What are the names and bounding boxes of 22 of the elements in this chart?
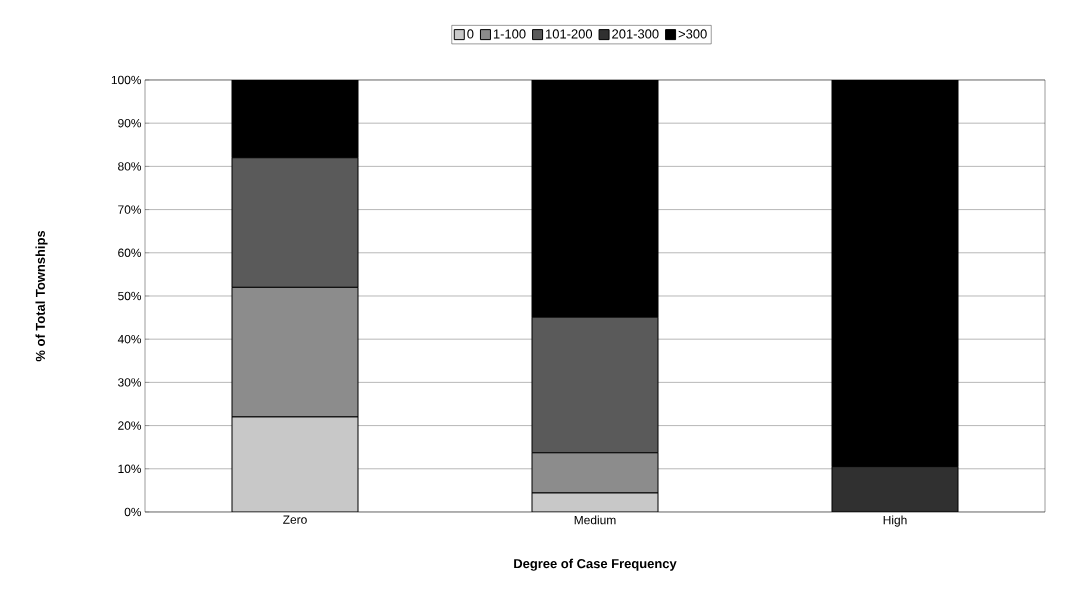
y-axis-title: % of Total Townships	[35, 230, 48, 362]
y-tick-label: 100%	[111, 75, 142, 85]
legend-label: 101-200	[546, 29, 593, 39]
y-tick-label: 20%	[118, 421, 142, 430]
y-tick-label: 60%	[118, 248, 142, 258]
y-tick-label: 30%	[118, 378, 142, 387]
y-tick-label: 50%	[118, 291, 142, 301]
x-tick-label: Medium	[574, 515, 616, 525]
y-tick-label: 80%	[118, 162, 142, 171]
legend-label: 201-300	[612, 29, 659, 39]
y-tick-label: 70%	[118, 205, 142, 214]
y-tick-label: 90%	[118, 118, 142, 128]
x-axis-title: Degree of Case Frequency	[514, 558, 677, 571]
y-tick-label: 10%	[118, 464, 142, 474]
legend-label: 1-100	[493, 29, 526, 39]
x-tick-label: Zero	[283, 515, 307, 524]
legend-label: 0	[467, 29, 474, 39]
y-tick-label: 40%	[117, 334, 142, 344]
x-tick-label: High	[883, 515, 907, 527]
bar	[231, 416, 359, 512]
y-tick-label: 0%	[124, 507, 142, 517]
legend-label: >300	[678, 29, 707, 39]
